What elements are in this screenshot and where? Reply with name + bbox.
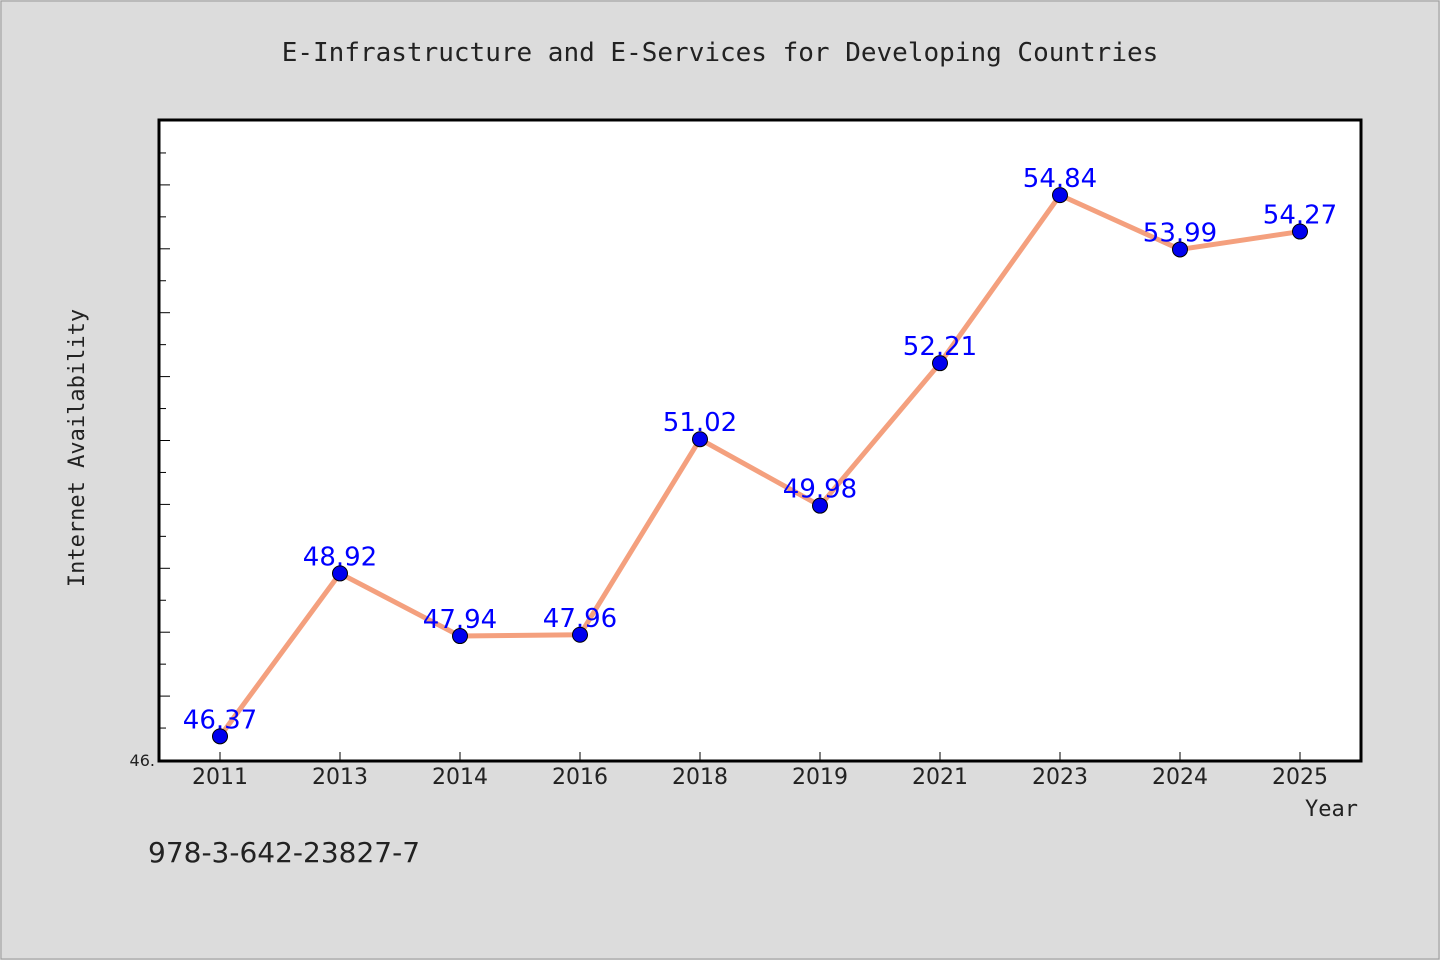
isbn-footnote: 978-3-642-23827-7 bbox=[148, 836, 420, 869]
data-label: 48.92 bbox=[303, 542, 377, 572]
x-tick-label: 2016 bbox=[552, 765, 608, 790]
y-axis-ticks bbox=[160, 152, 170, 729]
data-point bbox=[1052, 187, 1068, 204]
data-label: 52.21 bbox=[903, 332, 977, 362]
data-label: 54.27 bbox=[1263, 201, 1337, 231]
y-axis-label: Internet Availability bbox=[65, 309, 90, 587]
data-point bbox=[572, 626, 588, 643]
chart-title: E-Infrastructure and E-Services for Deve… bbox=[282, 38, 1159, 68]
x-tick-label: 2013 bbox=[312, 765, 368, 790]
data-point bbox=[1172, 241, 1188, 258]
x-tick-label: 2014 bbox=[432, 765, 488, 790]
series-line bbox=[217, 192, 1301, 738]
x-axis-ticks: 2011 2013 2014 2016 2018 2019 2021 2023 2024 2025 bbox=[192, 752, 1328, 790]
x-tick-label: 2024 bbox=[1152, 765, 1208, 790]
plot-area bbox=[157, 118, 1363, 763]
data-point bbox=[452, 628, 468, 645]
data-label: 47.96 bbox=[543, 604, 617, 634]
data-point bbox=[332, 565, 348, 582]
data-point bbox=[1292, 223, 1308, 240]
data-point bbox=[812, 497, 828, 514]
x-axis-label: Year bbox=[1305, 797, 1358, 822]
data-label: 54.84 bbox=[1023, 164, 1097, 194]
x-tick-label: 2023 bbox=[1032, 765, 1088, 790]
data-label: 49.98 bbox=[783, 475, 857, 505]
x-tick-label: 2019 bbox=[792, 765, 848, 790]
data-label: 53.99 bbox=[1143, 218, 1217, 248]
x-tick-label: 2025 bbox=[1272, 765, 1328, 790]
data-point bbox=[692, 431, 708, 448]
x-tick-label: 2011 bbox=[192, 765, 248, 790]
y-tick-label: 46. bbox=[130, 751, 155, 770]
data-label: 46.37 bbox=[183, 705, 257, 735]
data-label: 51.02 bbox=[663, 408, 737, 438]
data-series: 46.37 48.92 47.94 47.96 51.02 49.98 52.21 54.84… bbox=[183, 164, 1337, 745]
data-point bbox=[212, 728, 228, 745]
data-label: 47.94 bbox=[423, 605, 497, 635]
x-tick-label: 2018 bbox=[672, 765, 728, 790]
data-point bbox=[932, 355, 948, 372]
x-tick-label: 2021 bbox=[912, 765, 968, 790]
